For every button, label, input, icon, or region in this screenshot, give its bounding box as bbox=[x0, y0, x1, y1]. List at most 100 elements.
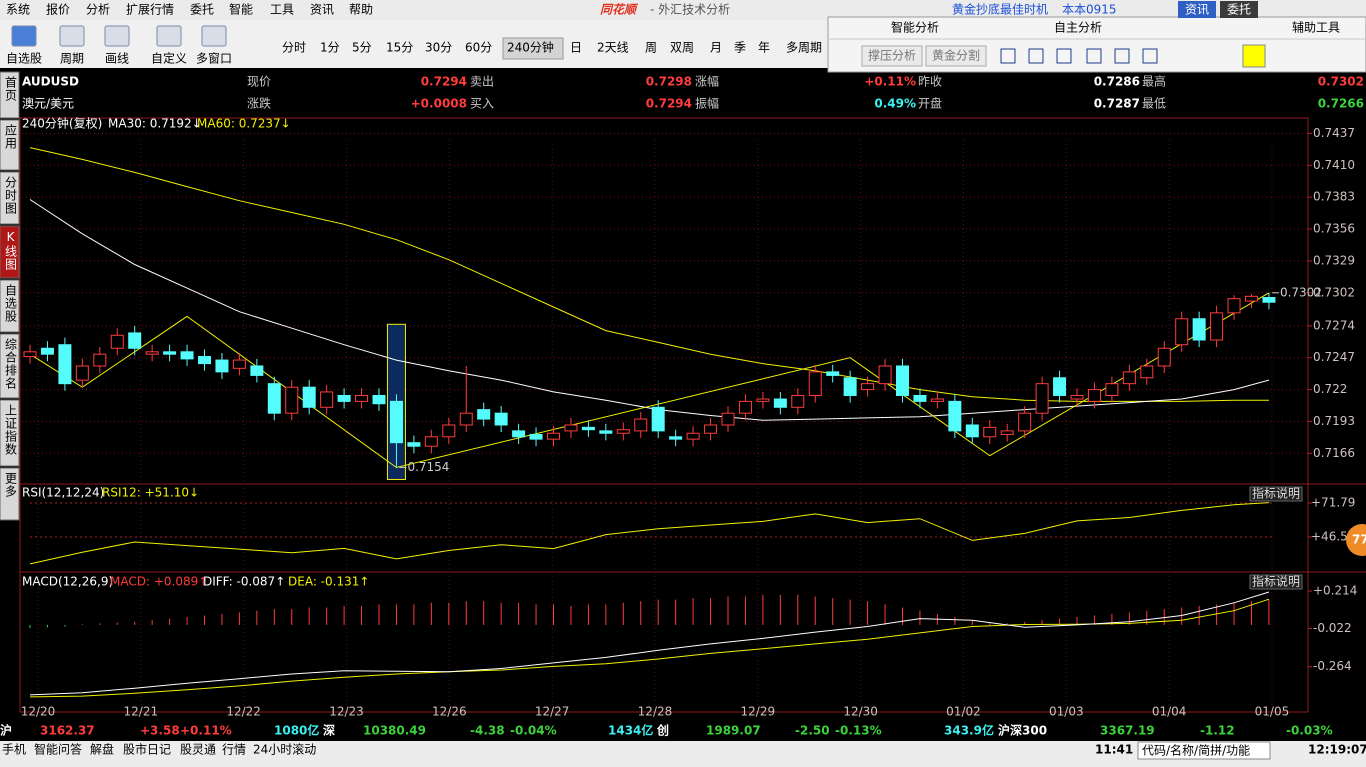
candle-body bbox=[826, 371, 840, 376]
draw-tool-icon[interactable] bbox=[1000, 48, 1016, 64]
tool-label[interactable]: 自选股 bbox=[6, 52, 42, 66]
period-button[interactable]: 周 bbox=[645, 41, 657, 55]
float-badge[interactable] bbox=[1346, 524, 1366, 556]
candle-body bbox=[198, 356, 211, 365]
menu-item[interactable]: 分析 bbox=[86, 3, 110, 17]
indicator-button-label[interactable]: 指标说明 bbox=[1252, 486, 1300, 501]
status-item[interactable]: 手机 bbox=[2, 743, 26, 757]
tool-icon[interactable] bbox=[201, 25, 227, 47]
quote-value: 0.7294 bbox=[421, 75, 467, 89]
panel-tab[interactable]: 自主分析 bbox=[1054, 21, 1102, 35]
candle-body bbox=[40, 347, 54, 355]
tool-icon[interactable] bbox=[59, 25, 85, 47]
top-button-label[interactable]: 资讯 bbox=[1185, 3, 1209, 17]
period-button[interactable]: 240分钟 bbox=[507, 40, 554, 55]
period-button[interactable]: 分时 bbox=[282, 41, 306, 55]
top-button[interactable] bbox=[1220, 1, 1258, 18]
draw-tool-icon[interactable] bbox=[1142, 48, 1158, 64]
period-button[interactable]: 月 bbox=[710, 41, 722, 55]
panel-button[interactable] bbox=[861, 45, 923, 67]
menu-item[interactable]: 智能 bbox=[229, 2, 253, 17]
sidebar-tab[interactable] bbox=[0, 171, 20, 225]
sidebar-tab-label[interactable]: 上证指数 bbox=[4, 404, 18, 456]
menu-item[interactable]: 报价 bbox=[46, 2, 70, 17]
menu-item[interactable]: 资讯 bbox=[310, 3, 334, 17]
draw-tool-icon[interactable] bbox=[1086, 48, 1102, 64]
y-tick-label: 0.7437 bbox=[1313, 126, 1355, 140]
period-button[interactable]: 2天线 bbox=[597, 41, 629, 55]
color-swatch[interactable] bbox=[1242, 44, 1266, 68]
tool-label[interactable]: 自定义 bbox=[151, 51, 187, 66]
sidebar-tab[interactable] bbox=[0, 225, 20, 279]
candle-body bbox=[302, 386, 316, 408]
indicator-button[interactable] bbox=[1249, 574, 1303, 590]
period-button[interactable]: 60分 bbox=[465, 41, 492, 55]
float-badge-label[interactable]: 77 bbox=[1352, 533, 1366, 547]
x-tick-label: 12/30 bbox=[843, 705, 878, 719]
sidebar-tab-label[interactable]: 更多 bbox=[4, 472, 18, 498]
status-item[interactable]: 智能问答 bbox=[34, 742, 82, 757]
period-button[interactable]: 日 bbox=[570, 41, 582, 55]
candle-body bbox=[1087, 389, 1101, 402]
sidebar-tab[interactable] bbox=[0, 71, 20, 119]
ticker-item: 沪 bbox=[0, 723, 12, 738]
menu-item[interactable]: 系统 bbox=[6, 3, 30, 17]
tool-icon[interactable] bbox=[104, 25, 130, 47]
menu-item[interactable]: 扩展行情 bbox=[126, 3, 174, 17]
period-button[interactable]: 5分 bbox=[352, 41, 372, 55]
panel-tab[interactable]: 辅助工具 bbox=[1292, 21, 1340, 35]
status-item[interactable]: 股市日记 bbox=[123, 742, 171, 757]
sidebar-tab-label[interactable]: 综合排名 bbox=[4, 338, 18, 390]
period-button[interactable]: 季 bbox=[734, 41, 746, 55]
period-button[interactable]: 15分 bbox=[386, 41, 413, 55]
rsi-line bbox=[29, 502, 1270, 565]
panel-button-label[interactable]: 撑压分析 bbox=[868, 48, 916, 63]
sidebar-tab[interactable] bbox=[0, 119, 20, 171]
panel-tab[interactable]: 智能分析 bbox=[891, 20, 939, 35]
tool-label[interactable]: 周期 bbox=[60, 52, 84, 66]
candle-body bbox=[372, 394, 386, 405]
period-button[interactable]: 年 bbox=[758, 41, 770, 55]
sidebar-tab[interactable] bbox=[0, 467, 20, 521]
sidebar-tab-label[interactable]: K线图 bbox=[4, 230, 18, 271]
rsi-label: RSI12: +51.10↓ bbox=[102, 486, 199, 500]
period-button[interactable]: 1分 bbox=[320, 41, 340, 55]
draw-tool-icon[interactable] bbox=[1114, 48, 1130, 64]
quote-value: 0.7298 bbox=[646, 75, 692, 89]
sidebar-tab-label[interactable]: 首页 bbox=[4, 76, 18, 102]
sidebar-tab-label[interactable]: 自选股 bbox=[4, 284, 18, 323]
search-placeholder[interactable]: 代码/名称/简拼/功能 bbox=[1142, 743, 1250, 758]
sidebar-tab-label[interactable]: 分时图 bbox=[4, 176, 18, 215]
ma30-label: MA30: 0.7192↓ bbox=[108, 117, 202, 131]
status-item[interactable]: 解盘 bbox=[90, 742, 114, 757]
indicator-button-label[interactable]: 指标说明 bbox=[1252, 574, 1300, 589]
menu-item[interactable]: 委托 bbox=[190, 3, 214, 17]
sidebar-tab[interactable] bbox=[0, 333, 20, 399]
menu-item[interactable]: 工具 bbox=[270, 3, 294, 17]
panel-button-label[interactable]: 黄金分割 bbox=[932, 48, 980, 63]
sidebar-tab[interactable] bbox=[0, 399, 20, 467]
draw-tool-icon[interactable] bbox=[1028, 48, 1044, 64]
sidebar-tab-label[interactable]: 应用 bbox=[4, 123, 18, 150]
status-item[interactable]: 24小时滚动 bbox=[253, 742, 316, 757]
y-tick-label: 0.7329 bbox=[1313, 253, 1355, 267]
status-item[interactable]: 行情 bbox=[222, 743, 246, 757]
search-box[interactable] bbox=[1137, 741, 1271, 760]
period-button[interactable]: 双周 bbox=[670, 41, 694, 55]
promo-link[interactable]: 黄金抄底最佳时机 bbox=[952, 2, 1048, 17]
tool-label[interactable]: 多窗口 bbox=[196, 52, 232, 66]
menu-item[interactable]: 帮助 bbox=[349, 3, 373, 17]
top-button-label[interactable]: 委托 bbox=[1227, 3, 1251, 17]
status-item[interactable]: 股灵通 bbox=[180, 743, 216, 757]
draw-tool-icon[interactable] bbox=[1056, 48, 1072, 64]
period-selected bbox=[502, 37, 564, 60]
top-button[interactable] bbox=[1178, 1, 1216, 18]
period-button[interactable]: 30分 bbox=[425, 41, 452, 55]
period-button[interactable]: 多周期 bbox=[786, 41, 822, 55]
tool-icon[interactable] bbox=[11, 25, 37, 47]
indicator-button[interactable] bbox=[1249, 486, 1303, 502]
tool-icon[interactable] bbox=[156, 25, 182, 47]
sidebar-tab[interactable] bbox=[0, 279, 20, 333]
tool-label[interactable]: 画线 bbox=[105, 52, 129, 66]
panel-button[interactable] bbox=[925, 45, 987, 67]
